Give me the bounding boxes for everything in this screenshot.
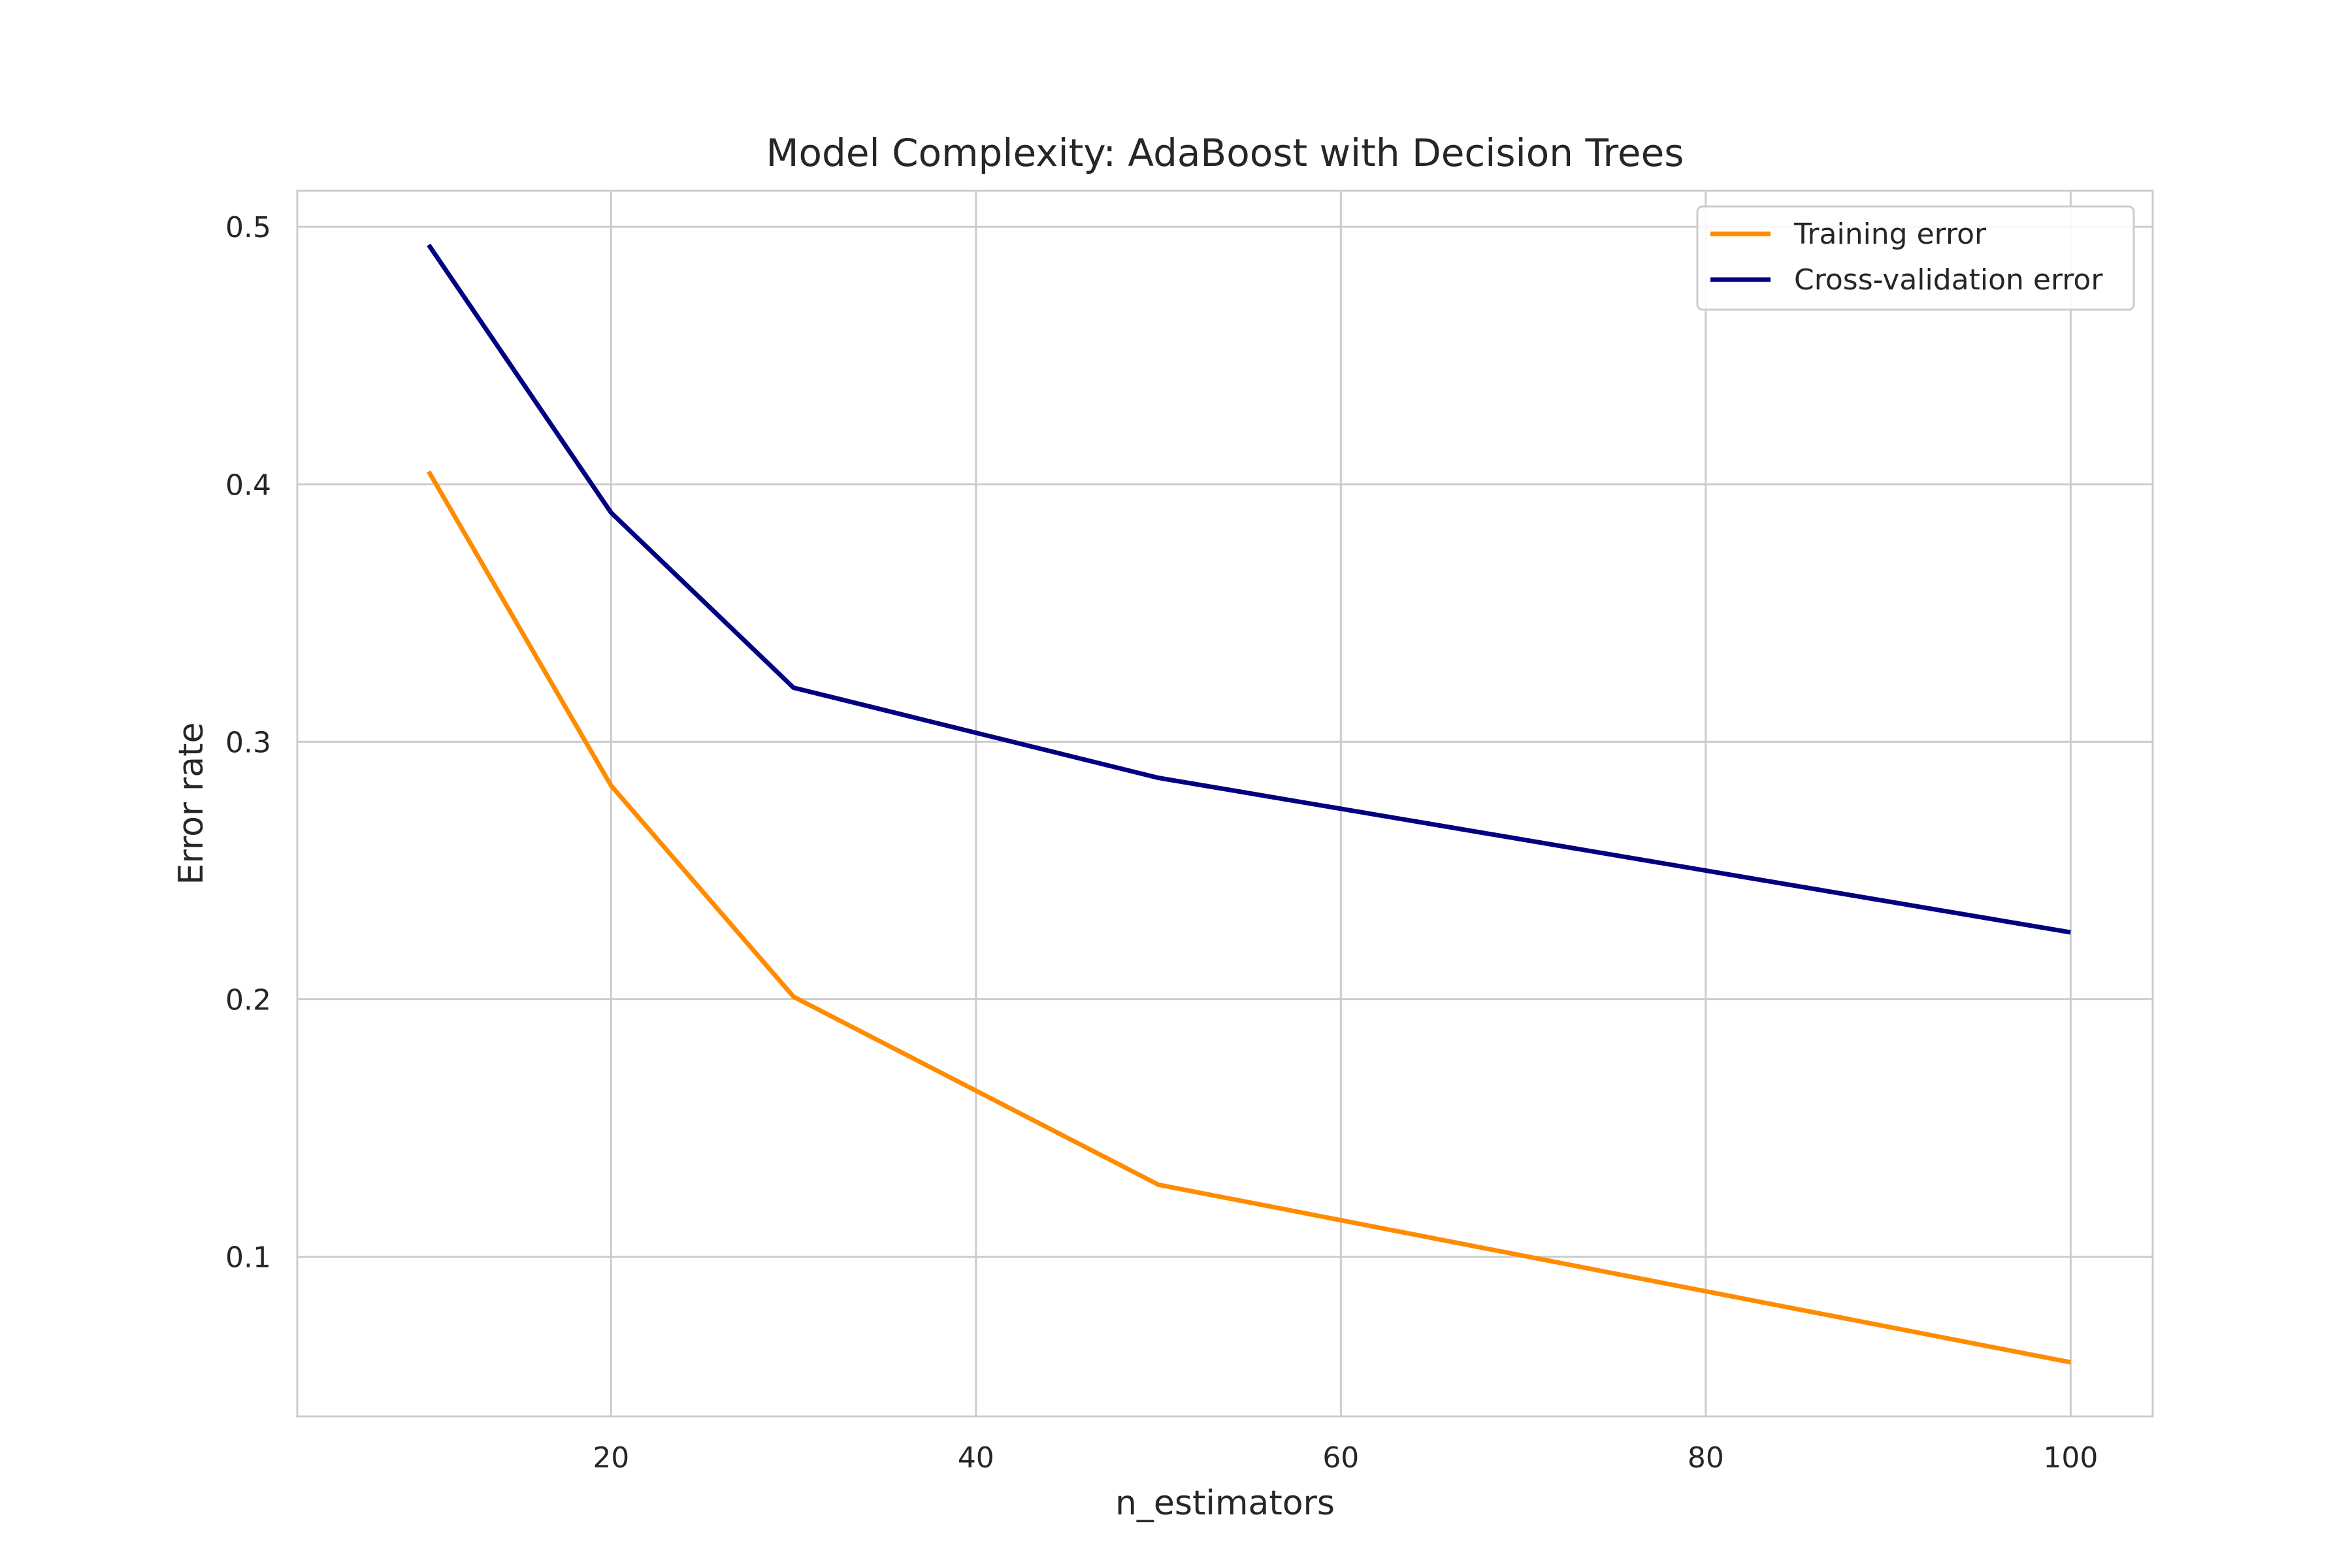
- x-tick-label: 80: [1688, 1441, 1724, 1475]
- x-tick-label: 60: [1322, 1441, 1359, 1475]
- y-tick-label: 0.2: [225, 984, 271, 1017]
- x-tick-label: 40: [958, 1441, 994, 1475]
- series-line-1: [427, 243, 2071, 935]
- tick-labels: 20 40 60 80 100 0.1 0.2 0.3 0.4 0.5: [225, 211, 2098, 1475]
- legend-label-1: Cross-validation error: [1794, 263, 2103, 297]
- x-tick-label: 100: [2043, 1441, 2098, 1475]
- y-tick-label: 0.4: [225, 468, 271, 502]
- y-axis-label: Error rate: [172, 723, 211, 885]
- plot-frame: [296, 189, 2154, 1418]
- y-tick-label: 0.1: [225, 1241, 271, 1275]
- legend-label-0: Training error: [1793, 218, 1987, 251]
- x-axis-label: n_estimators: [1115, 1484, 1335, 1523]
- y-tick-label: 0.3: [225, 726, 271, 759]
- legend-box: [1696, 205, 2135, 311]
- legend: Training error Cross-validation error: [1696, 205, 2135, 311]
- series-layer: [427, 243, 2071, 1365]
- x-tick-label: 20: [593, 1441, 629, 1475]
- series-line-0: [427, 470, 2071, 1365]
- y-tick-label: 0.5: [225, 211, 271, 244]
- chart-title: Model Complexity: AdaBoost with Decision…: [766, 131, 1684, 175]
